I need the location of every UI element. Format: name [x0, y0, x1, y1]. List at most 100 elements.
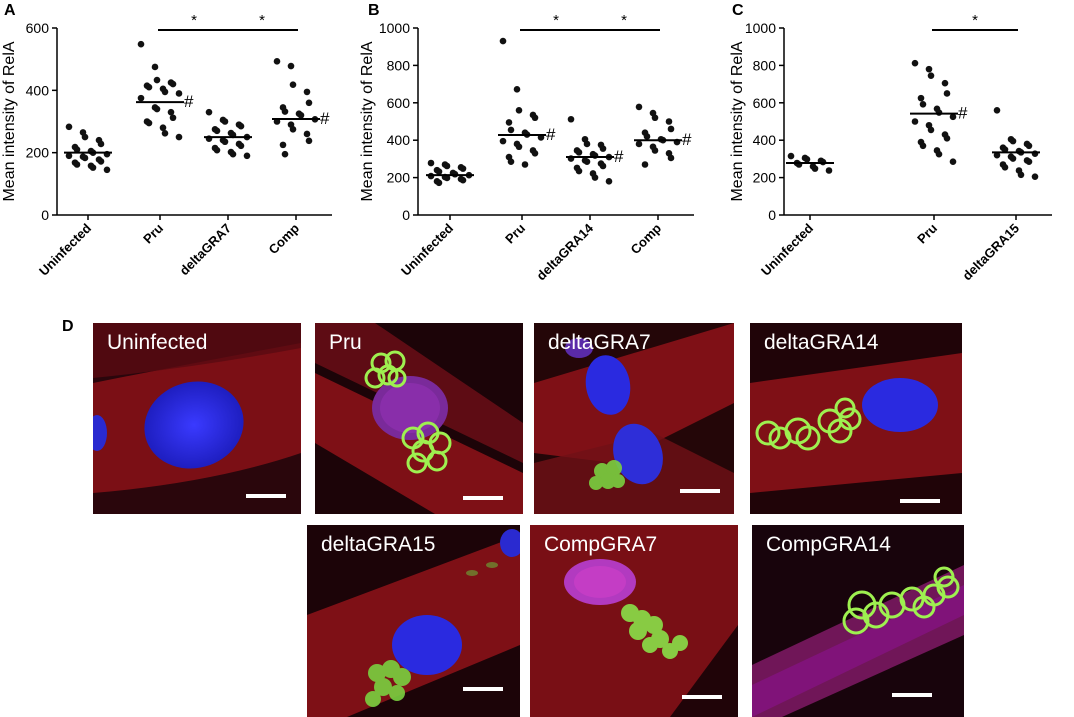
significance-hash: #	[184, 92, 194, 111]
data-point	[1009, 137, 1017, 145]
data-point	[237, 122, 245, 130]
data-point	[281, 150, 289, 158]
scale-bar	[463, 496, 503, 500]
data-point	[935, 109, 943, 116]
data-point	[145, 119, 153, 127]
data-point	[531, 114, 539, 122]
data-point	[305, 99, 313, 107]
data-point	[103, 166, 111, 174]
y-tick-label: 0	[41, 207, 49, 223]
data-point	[935, 150, 943, 158]
data-point	[137, 40, 145, 48]
data-point	[213, 146, 221, 154]
y-axis-label: Mean intensity of RelA	[729, 41, 746, 201]
data-point	[297, 111, 305, 119]
significance-star: *	[553, 12, 559, 29]
data-point	[993, 151, 1001, 159]
chart-panel-c: 0 200 400 600 800 1000 Mean intensity of RelA U…	[729, 12, 1052, 283]
micrograph-uninfected: Uninfected	[93, 323, 301, 514]
x-tick-label: deltaGRA7	[177, 221, 235, 279]
data-point	[941, 79, 949, 87]
data-point	[1001, 146, 1009, 153]
micrograph-label: deltaGRA14	[764, 331, 879, 354]
micrograph-label: Uninfected	[107, 331, 208, 354]
x-tick-label: Uninfected	[758, 220, 816, 278]
data-point	[567, 115, 575, 123]
data-point	[1025, 158, 1033, 166]
y-tick-label: 0	[768, 207, 776, 223]
y-tick-label: 800	[387, 57, 411, 73]
data-point	[213, 127, 221, 135]
data-point	[811, 165, 819, 172]
data-point	[635, 103, 643, 111]
data-point	[205, 108, 213, 116]
y-tick-label: 200	[387, 170, 411, 186]
data-point	[515, 106, 523, 114]
micrograph-label: Pru	[329, 331, 362, 354]
data-point	[89, 164, 97, 171]
scale-bar	[900, 499, 940, 503]
x-tick-label: Uninfected	[398, 220, 456, 278]
x-tick-label: Comp	[627, 220, 664, 257]
data-point	[161, 130, 169, 137]
data-point	[599, 145, 607, 152]
significance-star: *	[191, 12, 197, 29]
y-tick-label: 600	[753, 95, 777, 111]
micrograph-image	[315, 323, 523, 514]
micrograph-label: CompGRA14	[766, 533, 891, 556]
data-point	[65, 123, 73, 131]
data-point	[1001, 164, 1009, 171]
x-tick-label: deltaGRA14	[533, 220, 596, 283]
data-point	[499, 37, 507, 45]
x-tick-label: Uninfected	[36, 220, 94, 278]
data-point	[787, 152, 795, 160]
micrograph-image	[307, 525, 520, 717]
y-tick-label: 0	[402, 207, 410, 223]
data-point	[919, 142, 927, 150]
data-point	[305, 137, 313, 145]
micrograph-deltagra14: deltaGRA14	[750, 323, 962, 514]
data-point	[943, 90, 951, 97]
data-point	[949, 158, 957, 166]
data-point	[943, 135, 951, 142]
data-point	[911, 118, 919, 125]
data-point	[993, 106, 1001, 114]
data-point	[949, 113, 957, 121]
y-tick-label: 1000	[379, 20, 410, 36]
micrograph-image	[750, 323, 962, 514]
data-point	[911, 59, 919, 67]
data-point	[515, 143, 523, 151]
y-axis-label: Mean intensity of RelA	[359, 41, 376, 201]
y-tick-label: 200	[26, 145, 50, 161]
micrograph-compgra14: CompGRA14	[752, 525, 964, 717]
data-point	[279, 141, 287, 149]
data-point	[643, 133, 651, 140]
data-point	[221, 138, 229, 146]
data-point	[507, 158, 515, 166]
micrograph-label: deltaGRA15	[321, 533, 436, 556]
y-tick-label: 400	[387, 132, 411, 148]
micrograph-image	[530, 525, 738, 717]
data-point	[507, 126, 515, 134]
data-point	[825, 167, 833, 174]
data-point	[927, 72, 935, 79]
data-point	[427, 159, 435, 167]
data-point	[145, 83, 153, 91]
data-point	[925, 65, 933, 73]
data-point	[575, 167, 583, 175]
micrograph-deltagra15: deltaGRA15	[307, 525, 520, 717]
micrograph-image	[534, 323, 734, 514]
data-point	[443, 162, 451, 170]
data-point	[1025, 142, 1033, 150]
data-point	[521, 161, 529, 168]
data-point	[81, 133, 89, 141]
significance-hash: #	[682, 130, 692, 149]
data-point	[287, 62, 295, 70]
data-point	[65, 152, 73, 160]
data-point	[513, 86, 521, 93]
scale-bar	[680, 489, 720, 493]
y-tick-label: 400	[753, 132, 777, 148]
data-point	[531, 149, 539, 157]
x-tick-label: Pru	[914, 220, 940, 246]
